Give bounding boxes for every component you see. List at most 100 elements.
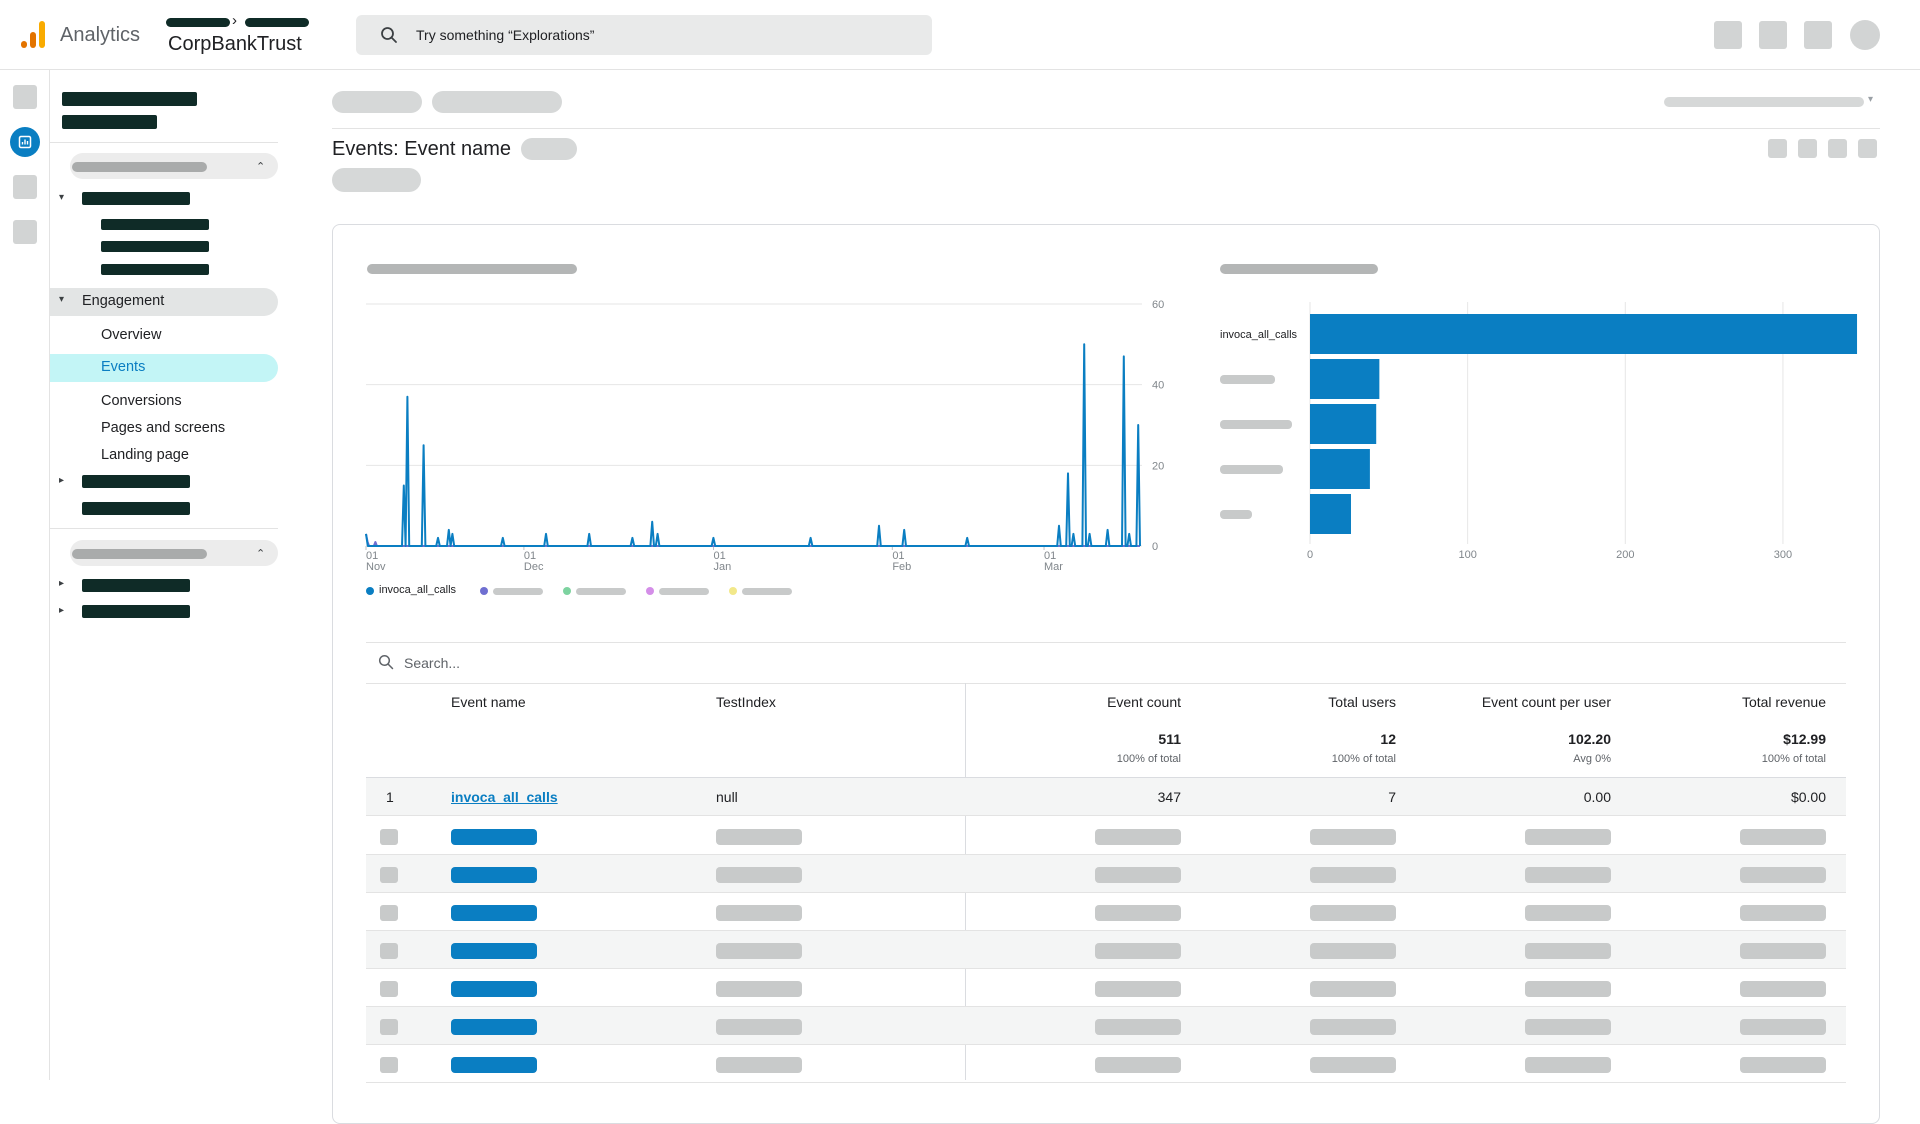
- left-nav-rail: [0, 70, 50, 1080]
- caret-right-icon[interactable]: ▸: [59, 578, 65, 589]
- filter-chip[interactable]: [432, 91, 562, 113]
- event-name-link[interactable]: [451, 829, 537, 845]
- reports-sidebar: ⌃ ▾ ▾ Engagement Overview Events Convers…: [50, 70, 285, 1080]
- top-bar: Analytics › CorpBankTrust Try something …: [0, 0, 1920, 70]
- y-tick-label: 20: [1152, 460, 1164, 472]
- event-name-link[interactable]: [451, 1019, 537, 1035]
- event-count-per-user-cell: [1525, 981, 1611, 997]
- filter-chip[interactable]: [332, 91, 422, 113]
- column-header-total-users[interactable]: Total users: [1328, 694, 1396, 710]
- legend-label: [576, 588, 626, 595]
- x-tick-label: 300: [1774, 549, 1792, 561]
- table-row[interactable]: [366, 855, 1846, 893]
- more-options-icon[interactable]: [1804, 21, 1832, 49]
- total-revenue-cell: [1740, 867, 1826, 883]
- legend-swatch: [366, 587, 374, 595]
- sidebar-item-events-label: Events: [101, 359, 146, 375]
- add-comparison-button[interactable]: [332, 168, 421, 192]
- sidebar-item-landing-page[interactable]: Landing page: [101, 447, 189, 463]
- event-name-link[interactable]: [451, 905, 537, 921]
- bar-category-label: [1220, 420, 1292, 429]
- sidebar-group-engagement[interactable]: ▾ Engagement: [50, 288, 278, 316]
- sidebar-item[interactable]: [101, 241, 209, 252]
- property-selector[interactable]: CorpBankTrust: [168, 33, 302, 55]
- event-name-link[interactable]: [451, 943, 537, 959]
- avatar[interactable]: [1850, 20, 1880, 50]
- sidebar-section-lifecycle[interactable]: ⌃: [70, 153, 278, 179]
- chevron-down-icon[interactable]: ▾: [1868, 94, 1874, 105]
- total-users-cell: [1310, 867, 1396, 883]
- table-row[interactable]: 1 invoca_all_calls null 347 7 0.00 $0.00: [366, 778, 1846, 816]
- x-tick-label: Mar: [1044, 561, 1063, 573]
- testindex-cell: [716, 829, 802, 845]
- explore-icon[interactable]: [13, 175, 37, 199]
- global-search[interactable]: Try something “Explorations”: [356, 15, 932, 55]
- caret-right-icon[interactable]: ▸: [59, 475, 65, 486]
- table-row[interactable]: [366, 817, 1846, 855]
- table-row[interactable]: [366, 1007, 1846, 1045]
- apps-icon[interactable]: [1714, 21, 1742, 49]
- table-row[interactable]: [366, 893, 1846, 931]
- event-name-link[interactable]: [451, 867, 537, 883]
- column-header-total-revenue[interactable]: Total revenue: [1741, 694, 1826, 710]
- event-name-link[interactable]: [451, 981, 537, 997]
- event-count-cell: [1095, 1057, 1181, 1073]
- sidebar-group-acquisition[interactable]: [82, 192, 190, 205]
- sidebar-item-overview[interactable]: Overview: [101, 327, 162, 343]
- divider: [366, 777, 1846, 778]
- column-header-event-count-per-user[interactable]: Event count per user: [1481, 694, 1611, 710]
- bar-chart[interactable]: 0 100 200 300 invoca_all_calls: [1210, 292, 1860, 572]
- title-badge[interactable]: [521, 138, 577, 160]
- event-count-cell: [1095, 981, 1181, 997]
- total-users-cell: [1310, 1057, 1396, 1073]
- table-row[interactable]: [366, 969, 1846, 1007]
- sidebar-group[interactable]: [82, 605, 190, 618]
- column-header-testindex[interactable]: TestIndex: [716, 694, 776, 710]
- x-tick-label: 01: [524, 550, 536, 562]
- customize-report-icon[interactable]: [1768, 139, 1787, 158]
- sidebar-heading-line-2: [62, 115, 157, 129]
- event-count-per-user-cell: [1525, 1057, 1611, 1073]
- caret-right-icon[interactable]: ▸: [59, 605, 65, 616]
- table-row[interactable]: [366, 1045, 1846, 1083]
- analytics-logo-icon[interactable]: [20, 20, 46, 50]
- column-header-event-name[interactable]: Event name: [451, 694, 526, 710]
- caret-down-icon[interactable]: ▾: [59, 192, 65, 203]
- event-name-link[interactable]: [451, 1057, 537, 1073]
- testindex-cell: [716, 981, 802, 997]
- column-header-event-count[interactable]: Event count: [1107, 694, 1181, 710]
- share-icon[interactable]: [1798, 139, 1817, 158]
- home-icon[interactable]: [13, 85, 37, 109]
- total-users-cell: [1310, 905, 1396, 921]
- event-name-link[interactable]: invoca_all_calls: [451, 789, 558, 805]
- sidebar-group[interactable]: [82, 579, 190, 592]
- total-users-cell: [1310, 981, 1396, 997]
- insights-icon[interactable]: [1828, 139, 1847, 158]
- total-users-cell: [1310, 943, 1396, 959]
- advertising-icon[interactable]: [13, 220, 37, 244]
- row-index: 1: [386, 789, 394, 805]
- y-tick-label: 40: [1152, 380, 1164, 392]
- search-icon: [378, 654, 394, 670]
- sidebar-item-conversions[interactable]: Conversions: [101, 393, 182, 409]
- edit-icon[interactable]: [1858, 139, 1877, 158]
- sidebar-item[interactable]: [101, 264, 209, 275]
- sidebar-item[interactable]: [101, 219, 209, 230]
- sidebar-section-user[interactable]: ⌃: [70, 540, 278, 566]
- date-range-selector[interactable]: [1664, 97, 1864, 107]
- event-count-per-user-cell: 0.00: [1583, 789, 1611, 805]
- total-revenue-cell: [1740, 905, 1826, 921]
- breadcrumb-property[interactable]: [245, 18, 309, 27]
- x-tick-label: Nov: [366, 561, 386, 573]
- table-search-input[interactable]: [404, 652, 804, 674]
- sidebar-group-retention[interactable]: [82, 502, 190, 515]
- sidebar-item-events[interactable]: Events: [50, 354, 278, 382]
- table-row[interactable]: [366, 931, 1846, 969]
- testindex-cell: [716, 1019, 802, 1035]
- reports-icon[interactable]: [10, 127, 40, 157]
- sidebar-item-pages-and-screens[interactable]: Pages and screens: [101, 420, 226, 436]
- breadcrumb-account[interactable]: [166, 18, 230, 27]
- help-icon[interactable]: [1759, 21, 1787, 49]
- sidebar-group-monetization[interactable]: [82, 475, 190, 488]
